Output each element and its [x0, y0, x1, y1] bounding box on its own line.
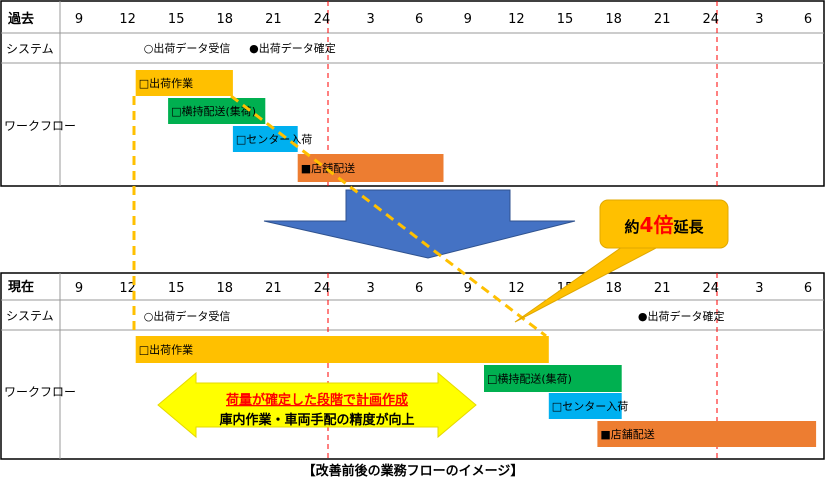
workflow-bar-label: □横持配送(集荷)	[171, 104, 256, 118]
workflow-bar-label: □出荷作業	[139, 76, 193, 90]
hour-tick-label: 24	[703, 281, 720, 296]
hour-tick-label: 21	[265, 281, 282, 296]
current-header-label: 現在	[8, 279, 34, 295]
hour-tick-label: 21	[654, 281, 671, 296]
hour-tick-label: 6	[804, 12, 812, 27]
note-line-2: 庫内作業・車両手配の精度が向上	[219, 412, 414, 428]
system-event-label: ●出荷データ確定	[638, 309, 725, 323]
current-workflow-bars: □出荷作業 □横持配送(集荷) □センター入荷 ■店舗配送	[135, 336, 817, 447]
callout-bubble	[599, 199, 729, 249]
workflow-bar	[135, 336, 549, 363]
past-workflow-label: ワークフロー	[4, 119, 76, 133]
current-panel-frame	[0, 272, 825, 460]
callout-text: 約4倍延長	[625, 213, 705, 237]
hour-tick-label: 24	[314, 281, 331, 296]
hour-tick-label: 18	[605, 281, 622, 296]
past-panel-frame	[0, 0, 825, 187]
hour-tick-label: 3	[366, 12, 374, 27]
workflow-comparison-diagram: 過去 システム ワークフロー 現在 システム ワークフロー 9 12 15 18 21 2…	[0, 0, 825, 460]
hour-tick-label: 18	[217, 281, 234, 296]
hour-tick-label: 12	[508, 12, 525, 27]
hour-tick-label: 12	[119, 281, 136, 296]
past-hour-axis: 9 12 15 18 21 24 3 6 9 12 15 18 21 24 3 6	[75, 12, 812, 27]
system-event-label: ●出荷データ確定	[249, 41, 336, 55]
callout-emphasis: 4倍	[640, 213, 674, 237]
past-system-events: ○出荷データ受信 ●出荷データ確定	[144, 41, 336, 55]
hour-tick-label: 24	[703, 12, 720, 27]
extension-guide-dashed-line	[230, 94, 547, 338]
system-event-label: ○出荷データ受信	[144, 309, 231, 323]
hour-tick-label: 3	[755, 12, 763, 27]
hour-tick-label: 9	[464, 12, 472, 27]
hour-tick-label: 6	[415, 281, 423, 296]
hour-tick-label: 18	[217, 12, 234, 27]
hour-tick-label: 18	[605, 12, 622, 27]
hour-tick-label: 12	[119, 12, 136, 27]
hour-tick-label: 6	[804, 281, 812, 296]
hour-tick-label: 21	[265, 12, 282, 27]
hour-tick-label: 21	[654, 12, 671, 27]
hour-tick-label: 9	[75, 12, 83, 27]
hour-tick-label: 3	[366, 281, 374, 296]
workflow-bar	[232, 126, 298, 152]
system-event-label: ○出荷データ受信	[144, 41, 231, 55]
workflow-bar-label: □出荷作業	[139, 343, 193, 357]
hour-tick-label: 15	[168, 12, 185, 27]
hour-tick-label: 3	[755, 281, 763, 296]
workflow-bar	[548, 393, 622, 419]
workflow-bar-label: ■店舗配送	[600, 427, 654, 441]
workflow-bar	[484, 365, 622, 392]
current-workflow-label: ワークフロー	[4, 385, 76, 399]
workflow-bar	[297, 154, 444, 182]
hour-tick-label: 15	[557, 12, 574, 27]
hour-tick-label: 6	[415, 12, 423, 27]
past-system-label: システム	[6, 42, 54, 56]
past-workflow-bars: □出荷作業□横持配送(集荷)□センター入荷■店舗配送	[135, 70, 444, 182]
workflow-bar-label: □センター入荷	[236, 133, 312, 146]
past-header-label: 過去	[7, 11, 34, 27]
transition-down-arrow	[263, 189, 576, 259]
current-system-label: システム	[6, 309, 54, 323]
hour-tick-label: 12	[508, 281, 525, 296]
workflow-bar	[135, 70, 233, 96]
hour-tick-label: 9	[464, 281, 472, 296]
workflow-bar-label: □センター入荷	[552, 400, 628, 413]
note-double-arrow	[157, 371, 477, 439]
figure-caption: 【改善前後の業務フローのイメージ】	[302, 464, 524, 479]
hour-tick-label: 9	[75, 281, 83, 296]
workflow-bar	[597, 421, 817, 447]
hour-tick-label: 24	[314, 12, 331, 27]
current-system-events: ○出荷データ受信 ●出荷データ確定	[144, 309, 725, 323]
workflow-bar-label: □横持配送(集荷)	[487, 372, 572, 386]
note-line-1: 荷量が確定した段階で計画作成	[225, 392, 408, 408]
hour-tick-label: 15	[168, 281, 185, 296]
